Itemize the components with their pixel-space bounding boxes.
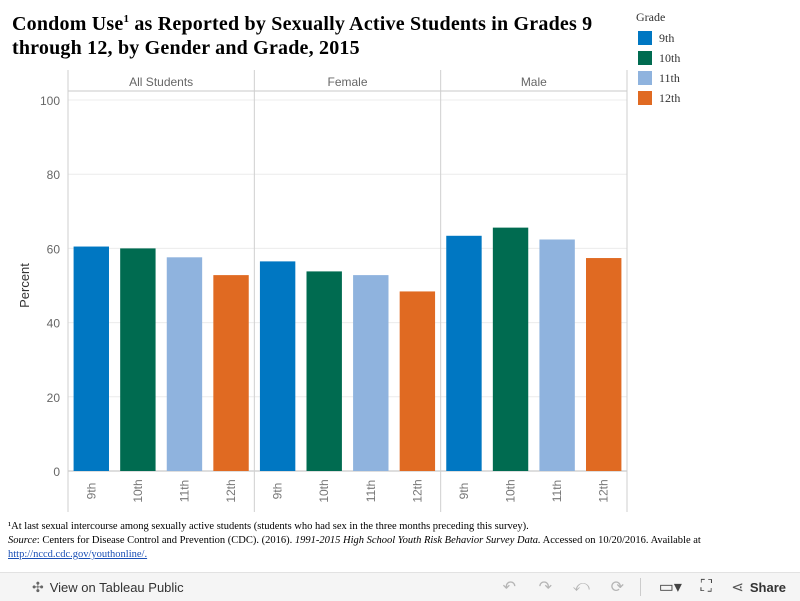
share-button[interactable]: ⋖ Share xyxy=(731,578,786,596)
source-link[interactable]: http://nccd.cdc.gov/youthonline/. xyxy=(8,549,148,560)
legend-swatch xyxy=(638,51,652,65)
x-tick-label: 10th xyxy=(317,479,331,502)
bar xyxy=(492,227,529,471)
legend-item-11th[interactable]: 11th xyxy=(636,68,680,88)
footnote-definition: ¹At last sexual intercourse among sexual… xyxy=(8,521,529,532)
source-text: : Centers for Disease Control and Preven… xyxy=(36,535,295,546)
bar xyxy=(539,239,575,471)
x-tick-label: 9th xyxy=(271,483,285,500)
revert-icon[interactable]: ⤺ xyxy=(572,578,590,595)
chart-title: Condom Use1 as Reported by Sexually Acti… xyxy=(12,12,612,60)
bar xyxy=(73,246,109,471)
bar xyxy=(586,258,622,471)
source-label: Source xyxy=(8,535,37,546)
toolbar-divider xyxy=(640,578,642,596)
x-tick-label: 11th xyxy=(550,480,564,502)
tableau-toolbar: ✣ View on Tableau Public ↶ ↷ ⤺ ⟳ ▭▾ ⛶ ⋖ … xyxy=(0,572,800,601)
toolbar-actions: ↶ ↷ ⤺ ⟳ ▭▾ ⛶ ⋖ Share xyxy=(488,577,786,597)
legend-label: 10th xyxy=(659,50,681,65)
fullscreen-icon[interactable]: ⛶ xyxy=(700,578,712,595)
x-tick-label: 12th xyxy=(597,479,611,502)
source-title: 1991-2015 High School Youth Risk Behavio… xyxy=(294,535,541,546)
legend-swatch xyxy=(638,31,652,45)
bar xyxy=(259,261,296,471)
panel-header-label: All Students xyxy=(129,75,193,89)
y-tick-label: 0 xyxy=(53,465,60,479)
legend-title: Grade xyxy=(636,10,666,24)
x-tick-label: 10th xyxy=(504,479,518,502)
x-tick-label: 9th xyxy=(84,483,98,500)
y-axis-label: Percent xyxy=(17,263,32,308)
bar xyxy=(166,257,203,471)
view-on-tableau-button[interactable]: ✣ View on Tableau Public xyxy=(32,579,184,596)
share-icon: ⋖ xyxy=(731,579,744,596)
x-tick-label: 9th xyxy=(457,483,471,500)
legend-item-12th[interactable]: 12th xyxy=(636,88,680,108)
download-icon[interactable]: ▭▾ xyxy=(658,579,682,596)
bar xyxy=(306,271,342,471)
bar xyxy=(446,235,482,471)
redo-icon[interactable]: ↷ xyxy=(538,579,552,596)
x-tick-label: 12th xyxy=(224,479,238,502)
bar xyxy=(399,291,436,471)
panel-header-label: Male xyxy=(521,75,547,89)
title-main: Condom Use xyxy=(12,13,124,35)
footnote-source: Source: Centers for Disease Control and … xyxy=(8,534,788,548)
refresh-icon[interactable]: ⟳ xyxy=(610,579,624,596)
legend-label: 11th xyxy=(659,70,680,85)
y-tick-label: 40 xyxy=(47,317,61,331)
legend-item-10th[interactable]: 10th xyxy=(636,48,680,68)
x-tick-label: 11th xyxy=(177,480,191,502)
bar xyxy=(353,275,389,471)
y-tick-label: 60 xyxy=(47,242,61,256)
legend-swatch xyxy=(638,71,652,85)
bar xyxy=(120,248,156,471)
view-on-tableau-label: View on Tableau Public xyxy=(49,580,184,595)
legend-swatch xyxy=(638,91,652,105)
bar-chart: 0 20 40 60 80 100 Percent All Students 9th 10th 11… xyxy=(17,70,628,512)
legend-label: 9th xyxy=(659,30,675,45)
x-tick-label: 12th xyxy=(410,479,424,502)
footnote: ¹At last sexual intercourse among sexual… xyxy=(8,520,788,562)
legend-item-9th[interactable]: 9th xyxy=(636,28,680,48)
x-tick-label: 10th xyxy=(131,479,145,502)
bar xyxy=(213,275,249,471)
undo-icon[interactable]: ↶ xyxy=(502,579,516,596)
legend: Grade 9th 10th 11th 12th xyxy=(636,10,680,108)
legend-label: 12th xyxy=(659,90,681,105)
source-tail: Accessed on 10/20/2016. Available at xyxy=(540,535,701,546)
tableau-logo-icon: ✣ xyxy=(32,579,44,595)
y-tick-label: 80 xyxy=(47,168,61,182)
y-tick-label: 20 xyxy=(47,391,61,405)
panel-header-label: Female xyxy=(327,75,367,89)
title-footnote-marker: 1 xyxy=(123,13,130,25)
x-tick-label: 11th xyxy=(364,480,378,502)
y-tick-label: 100 xyxy=(40,94,60,108)
share-label: Share xyxy=(749,579,786,595)
title-rest: as Reported by Sexually Active Students … xyxy=(12,13,593,59)
